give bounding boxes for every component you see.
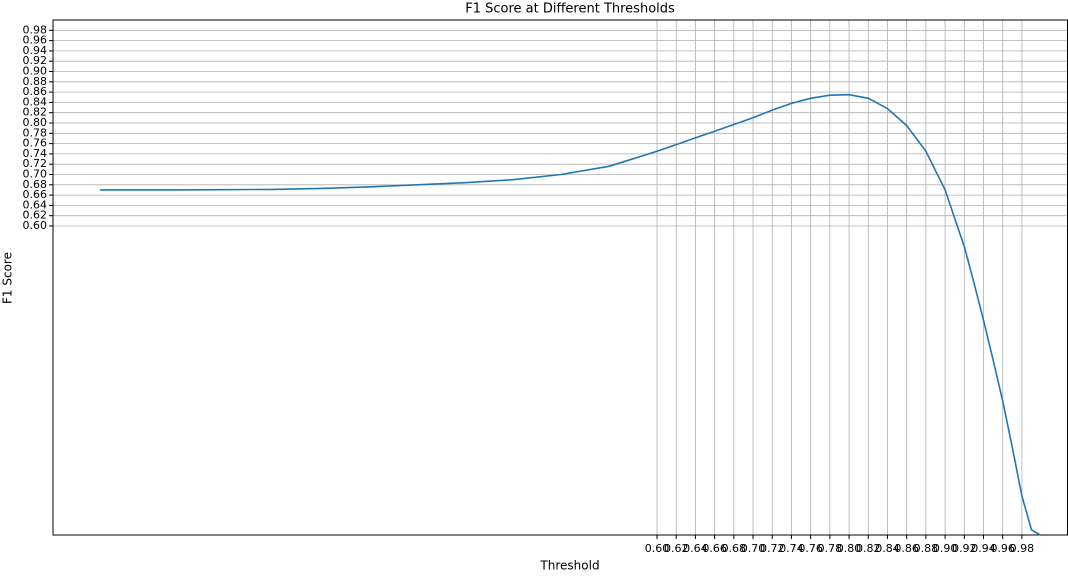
x-tick-label: 0.76	[798, 542, 823, 555]
y-tick-label: 0.60	[23, 219, 48, 232]
x-tick-label: 0.66	[702, 542, 727, 555]
y-tick-label: 0.70	[23, 168, 48, 181]
chart-title: F1 Score at Different Thresholds	[465, 2, 675, 17]
y-tick-label: 0.66	[23, 188, 48, 201]
y-tick-label: 0.88	[23, 75, 48, 88]
x-tick-label: 0.74	[779, 542, 804, 555]
y-tick-label: 0.90	[23, 65, 48, 78]
x-tick-label: 0.80	[837, 542, 862, 555]
data-line	[100, 93, 1041, 536]
y-tick-label: 0.82	[23, 106, 48, 119]
x-tick-label: 0.70	[741, 542, 766, 555]
x-tick-label: 0.68	[722, 542, 747, 555]
y-tick-label: 0.98	[23, 23, 48, 36]
x-tick-label: 0.82	[856, 542, 881, 555]
x-tick-label: 0.78	[818, 542, 843, 555]
x-tick-label: 0.64	[683, 542, 708, 555]
y-tick-label: 0.84	[23, 95, 48, 108]
y-tick-label: 0.86	[23, 85, 48, 98]
x-tick-label: 0.98	[1010, 542, 1035, 555]
x-tick-label: 0.96	[990, 542, 1015, 555]
x-tick-label: 0.92	[952, 542, 977, 555]
y-tick-label: 0.92	[23, 54, 48, 67]
x-tick-label: 0.88	[914, 542, 939, 555]
x-tick-label: 0.86	[894, 542, 919, 555]
x-axis-label: Threshold	[539, 559, 599, 573]
y-tick-label: 0.72	[23, 157, 48, 170]
y-tick-label: 0.64	[23, 198, 48, 211]
y-tick-label: 0.80	[23, 116, 48, 129]
x-tick-label: 0.84	[875, 542, 900, 555]
y-tick-label: 0.96	[23, 34, 48, 47]
y-axis-label: F1 Score	[1, 252, 15, 304]
y-tick-label: 0.78	[23, 126, 48, 139]
y-tick-label: 0.68	[23, 178, 48, 191]
y-tick-label: 0.74	[23, 147, 48, 160]
x-tick-label: 0.60	[645, 542, 670, 555]
y-tick-label: 0.94	[23, 44, 48, 57]
x-tick-label: 0.72	[760, 542, 785, 555]
x-tick-label: 0.90	[933, 542, 958, 555]
x-tick-label: 0.62	[664, 542, 689, 555]
plot-frame	[52, 19, 1068, 536]
y-tick-label: 0.76	[23, 137, 48, 150]
x-tick-label: 0.94	[971, 542, 996, 555]
y-tick-label: 0.62	[23, 209, 48, 222]
